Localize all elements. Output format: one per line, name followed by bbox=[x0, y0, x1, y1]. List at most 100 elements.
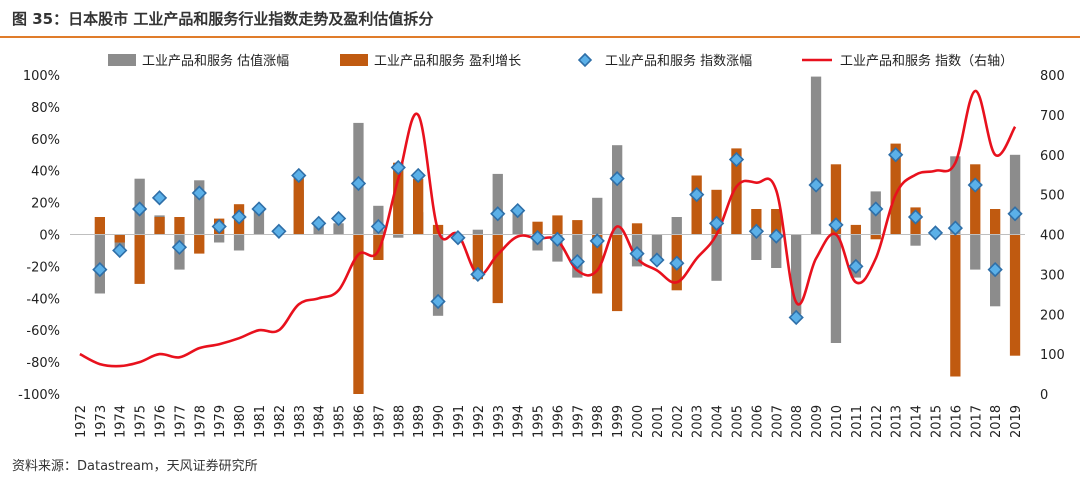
legend-swatch bbox=[577, 52, 593, 68]
valuation-bar-2017 bbox=[970, 234, 981, 270]
valuation-bar-1999 bbox=[612, 145, 623, 235]
left-tick-label: 60% bbox=[31, 133, 60, 148]
valuation-bar-1979 bbox=[214, 234, 225, 243]
index-change-marker-1974 bbox=[112, 242, 128, 259]
right-axis: 800 700 600 500 400 300 200 100 0 bbox=[1040, 69, 1065, 403]
index-change-marker-1973 bbox=[92, 261, 108, 278]
earnings-bar-1995 bbox=[532, 221, 543, 235]
index-change-marker-1994 bbox=[510, 202, 526, 219]
earnings-bar-1977 bbox=[174, 217, 185, 235]
index-change-marker-1985 bbox=[330, 210, 347, 227]
earnings-bar-1998 bbox=[592, 234, 603, 294]
x-tick-label-2003: 2003 bbox=[691, 405, 706, 438]
index-change-marker-1986 bbox=[350, 175, 367, 192]
index-change-marker-1993 bbox=[490, 206, 506, 222]
valuation-bar-2004 bbox=[711, 234, 722, 281]
x-tick-label-1985: 1985 bbox=[333, 405, 348, 438]
index-line-layer bbox=[79, 89, 1017, 368]
index-change-marker-1981 bbox=[251, 201, 267, 217]
source-note: 资料来源：Datastream，天风证券研究所 bbox=[12, 459, 258, 474]
index-change-marker-2014 bbox=[907, 209, 924, 225]
earnings-bar-1974 bbox=[114, 234, 125, 243]
x-tick-label-1996: 1996 bbox=[551, 405, 566, 438]
chart: 工业产品和服务 估值涨幅 工业产品和服务 盈利增长 工业产品和服务 指数涨幅 工业产品… bbox=[18, 52, 1065, 438]
index-change-marker-2013 bbox=[888, 147, 904, 163]
x-tick-label-2016: 2016 bbox=[949, 405, 964, 438]
valuation-bar-1985 bbox=[333, 223, 344, 235]
earnings-bar-2000 bbox=[631, 223, 643, 235]
earnings-bar-2006 bbox=[751, 209, 762, 235]
index-change-marker-2018 bbox=[987, 261, 1003, 278]
index-change-marker-1980 bbox=[231, 209, 247, 225]
right-tick-label: 200 bbox=[1040, 308, 1065, 323]
right-tick-label: 300 bbox=[1040, 268, 1065, 283]
valuation-bar-2008 bbox=[791, 234, 802, 315]
earnings-bar-1999 bbox=[612, 234, 623, 312]
index-change-marker-2015 bbox=[927, 225, 944, 241]
x-tick-label-1986: 1986 bbox=[352, 405, 367, 438]
earnings-bar-2016 bbox=[950, 234, 961, 377]
earnings-bar-1992 bbox=[472, 234, 483, 280]
left-tick-label: -60% bbox=[26, 324, 60, 339]
right-tick-label: 100 bbox=[1040, 348, 1065, 363]
x-tick-label-1995: 1995 bbox=[532, 405, 547, 438]
left-tick-label: -100% bbox=[18, 388, 60, 403]
x-tick-label-1980: 1980 bbox=[233, 405, 248, 438]
x-tick-label-2010: 2010 bbox=[830, 405, 845, 438]
earnings-bar-1988 bbox=[393, 162, 404, 235]
valuation-bar-2002 bbox=[671, 217, 682, 235]
x-tick-label-1993: 1993 bbox=[492, 405, 507, 438]
x-tick-label-2014: 2014 bbox=[910, 405, 925, 438]
legend-swatch bbox=[108, 54, 136, 66]
index-change-marker-1984 bbox=[311, 215, 327, 231]
index-change-marker-2008 bbox=[788, 309, 804, 326]
x-tick-label-1989: 1989 bbox=[412, 405, 427, 438]
right-tick-label: 800 bbox=[1040, 69, 1065, 84]
earnings-bar-2012 bbox=[870, 234, 881, 240]
x-tick-label-2011: 2011 bbox=[850, 405, 865, 438]
earnings-bar-2005 bbox=[731, 148, 742, 235]
index-change-marker-2000 bbox=[629, 246, 645, 262]
x-tick-label-1984: 1984 bbox=[313, 405, 328, 438]
x-tick-label-1974: 1974 bbox=[114, 405, 129, 438]
x-tick-label-2004: 2004 bbox=[711, 405, 726, 438]
x-tick-label-1977: 1977 bbox=[173, 405, 188, 438]
left-tick-label: -40% bbox=[26, 292, 60, 307]
legend-label: 工业产品和服务 指数涨幅 bbox=[605, 53, 752, 69]
earnings-bar-2011 bbox=[850, 224, 861, 235]
earnings-bar-2013 bbox=[890, 143, 901, 235]
left-tick-label: 40% bbox=[31, 165, 60, 180]
right-tick-label: 700 bbox=[1040, 109, 1065, 124]
valuation-bar-1981 bbox=[253, 207, 265, 235]
index-change-marker-1991 bbox=[450, 230, 466, 246]
index-change-marker-2003 bbox=[689, 186, 705, 203]
index-change-marker-1998 bbox=[589, 233, 605, 249]
index-change-marker-1988 bbox=[390, 159, 406, 176]
legend-label: 工业产品和服务 估值涨幅 bbox=[142, 53, 289, 69]
right-tick-label: 600 bbox=[1040, 149, 1065, 164]
valuation-bar-1992 bbox=[472, 229, 483, 235]
markers-layer bbox=[92, 147, 1023, 326]
x-tick-label-2013: 2013 bbox=[890, 405, 905, 438]
earnings-bar-2017 bbox=[970, 164, 981, 235]
earnings-bar-2010 bbox=[830, 164, 842, 235]
right-tick-label: 500 bbox=[1040, 189, 1065, 204]
x-tick-label-1988: 1988 bbox=[392, 405, 407, 438]
x-tick-label-1992: 1992 bbox=[472, 405, 487, 438]
index-change-marker-2006 bbox=[748, 223, 765, 239]
index-line bbox=[79, 89, 1017, 368]
x-axis: 1972 1973 1974 1975 1976 1977 1978 1979 1980 1981… bbox=[74, 405, 1024, 438]
title-divider bbox=[0, 36, 1080, 38]
index-change-marker-2010 bbox=[828, 217, 844, 233]
x-tick-label-2017: 2017 bbox=[969, 405, 984, 438]
earnings-bar-2018 bbox=[990, 209, 1001, 235]
x-tick-label-1998: 1998 bbox=[591, 405, 606, 438]
left-tick-label: -20% bbox=[26, 260, 60, 275]
earnings-bar-2004 bbox=[711, 189, 722, 235]
earnings-bar-1976 bbox=[154, 217, 165, 235]
earnings-bar-1997 bbox=[572, 220, 583, 235]
index-change-marker-1976 bbox=[151, 190, 168, 206]
index-change-marker-2001 bbox=[649, 252, 665, 268]
x-tick-label-1990: 1990 bbox=[432, 405, 447, 438]
index-change-marker-1987 bbox=[370, 218, 387, 235]
